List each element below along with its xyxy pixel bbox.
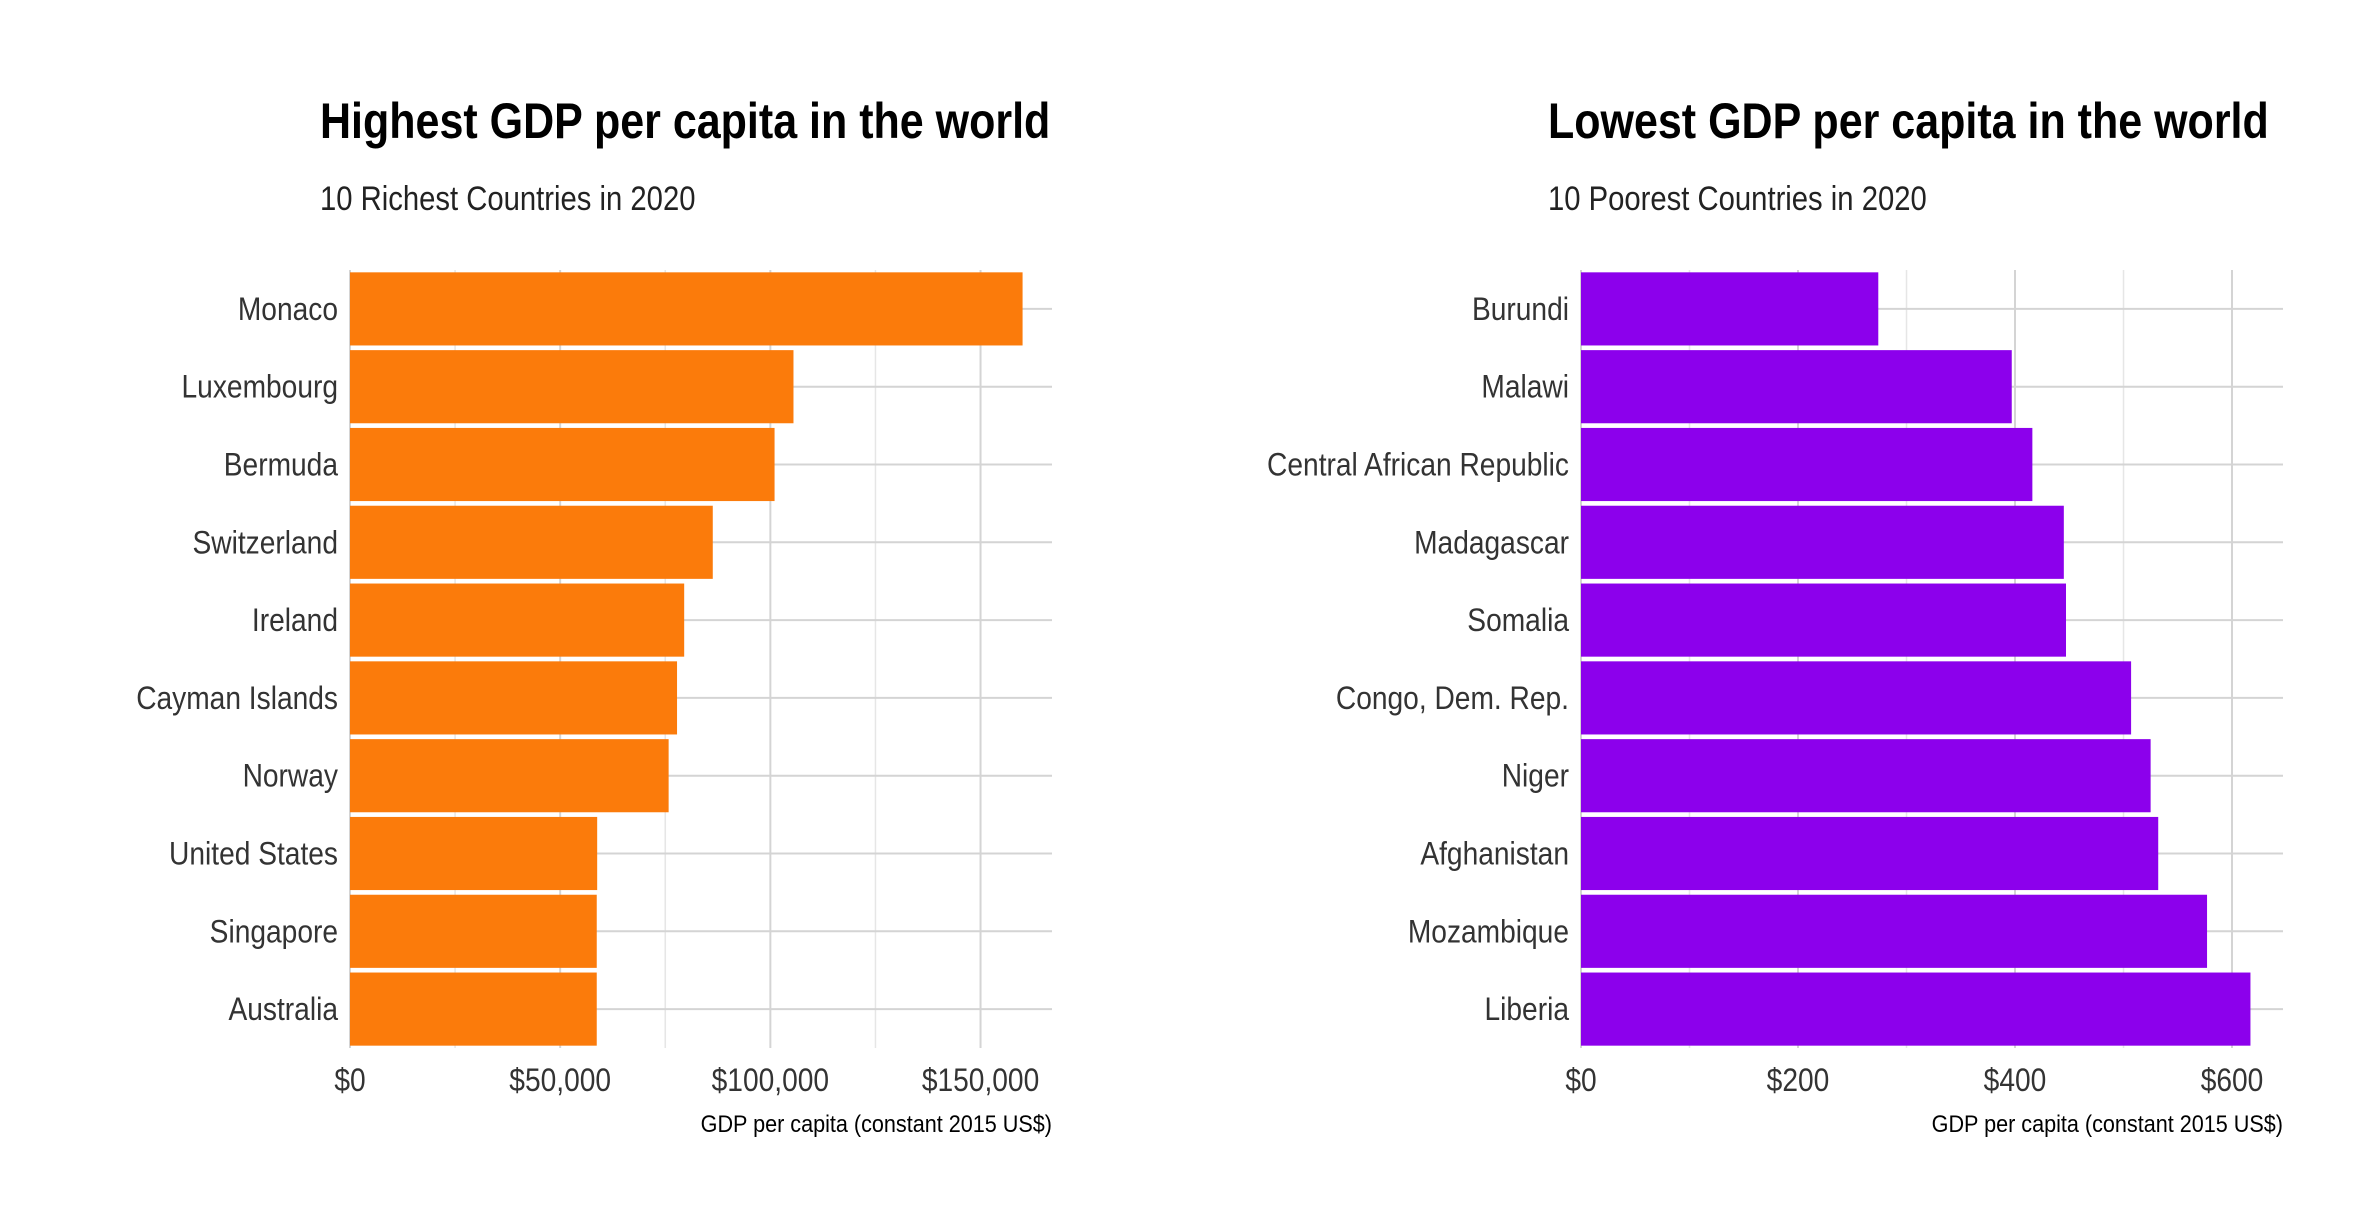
poor-x-tick-label-0: $0: [1565, 1063, 1596, 1098]
rich-chart-title: Highest GDP per capita in the world: [320, 93, 1051, 149]
rich-bar-0: [350, 272, 1023, 346]
poor-x-axis-label: GDP per capita (constant 2015 US$): [1932, 1110, 2283, 1137]
poor-category-label-2: Central African Republic: [1267, 448, 1569, 483]
poor-category-label-9: Liberia: [1485, 992, 1570, 1027]
rich-bar-4: [350, 583, 685, 657]
rich-bar-2: [350, 427, 775, 502]
rich-chart-subtitle: 10 Richest Countries in 2020: [320, 180, 696, 218]
rich-category-label-0: Monaco: [238, 292, 338, 327]
rich-category-label-5: Cayman Islands: [136, 681, 338, 716]
poor-bar-1: [1581, 350, 2012, 424]
poor-category-label-1: Malawi: [1481, 370, 1569, 405]
rich-category-label-7: United States: [169, 837, 338, 872]
poor-countries-panel: Lowest GDP per capita in the world 10 Po…: [1188, 0, 2376, 1230]
rich-category-label-8: Singapore: [210, 915, 338, 950]
rich-bar-8: [350, 894, 597, 968]
poor-bar-7: [1581, 816, 2159, 891]
rich-countries-panel: Highest GDP per capita in the world 10 R…: [136, 93, 1052, 1137]
rich-bar-1: [350, 350, 794, 424]
rich-bar-7: [350, 816, 598, 891]
rich-category-label-2: Bermuda: [224, 448, 338, 483]
poor-bar-4: [1581, 583, 2066, 657]
poor-category-label-0: Burundi: [1472, 292, 1569, 327]
poor-category-label-8: Mozambique: [1408, 915, 1569, 950]
poor-chart-title: Lowest GDP per capita in the world: [1548, 93, 2269, 149]
rich-x-tick-label-3: $150,000: [922, 1063, 1039, 1098]
poor-bar-3: [1581, 505, 2064, 579]
rich-bar-6: [350, 739, 669, 813]
rich-x-tick-label-2: $100,000: [712, 1063, 829, 1098]
poor-category-label-4: Somalia: [1467, 603, 1569, 638]
poor-bar-0: [1581, 272, 1879, 346]
poor-category-label-7: Afghanistan: [1420, 837, 1569, 872]
rich-category-label-3: Switzerland: [193, 526, 338, 561]
rich-bar-3: [350, 505, 713, 579]
poor-bar-6: [1581, 739, 2151, 813]
poor-chart-subtitle: 10 Poorest Countries in 2020: [1548, 180, 1927, 218]
poor-category-label-6: Niger: [1502, 759, 1569, 794]
rich-countries-bar-chart: Monaco Luxembourg Bermuda Switzerland Irelan…: [136, 270, 1052, 1137]
rich-bar-5: [350, 661, 678, 735]
poor-bar-9: [1581, 972, 2251, 1046]
rich-category-label-9: Australia: [228, 992, 338, 1027]
poor-bar-5: [1581, 661, 2132, 735]
rich-x-axis-label: GDP per capita (constant 2015 US$): [701, 1110, 1052, 1137]
rich-category-label-1: Luxembourg: [182, 370, 338, 405]
poor-category-label-5: Congo, Dem. Rep.: [1336, 681, 1569, 716]
rich-category-label-6: Norway: [243, 759, 338, 794]
poor-bar-2: [1581, 427, 2033, 502]
rich-x-tick-label-1: $50,000: [509, 1063, 611, 1098]
rich-x-tick-label-0: $0: [334, 1063, 365, 1098]
rich-category-label-4: Ireland: [252, 603, 338, 638]
rich-bar-9: [350, 972, 597, 1046]
poor-countries-bar-chart: Burundi Malawi Central African Republic Mad…: [1267, 270, 2283, 1137]
poor-x-tick-label-2: $400: [1984, 1063, 2047, 1098]
poor-x-tick-label-3: $600: [2201, 1063, 2264, 1098]
poor-category-label-3: Madagascar: [1414, 526, 1569, 561]
poor-bar-8: [1581, 894, 2208, 968]
poor-x-tick-label-1: $200: [1767, 1063, 1830, 1098]
